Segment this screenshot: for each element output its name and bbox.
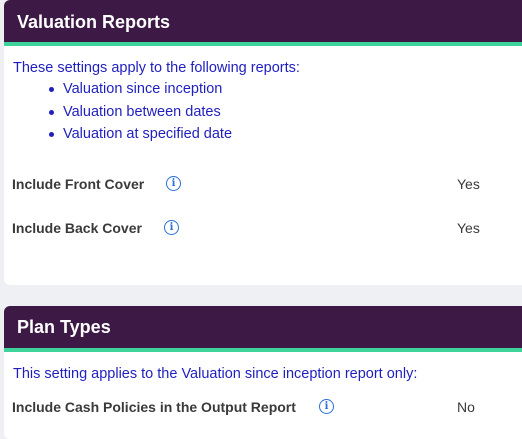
front-cover-label: Include Front Cover xyxy=(12,176,145,192)
plan-types-header: Plan Types xyxy=(4,306,522,352)
valuation-reports-title: Valuation Reports xyxy=(17,12,171,32)
list-item: Valuation between dates xyxy=(4,101,232,124)
setting-row-front-cover: Include Front Cover i Yes xyxy=(12,173,522,195)
valuation-reports-panel: Valuation Reports These settings apply t… xyxy=(4,0,522,285)
list-item: Valuation at specified date xyxy=(4,123,232,146)
back-cover-label: Include Back Cover xyxy=(12,220,142,236)
plan-types-intro: This setting applies to the Valuation si… xyxy=(13,366,418,382)
setting-row-cash-policies: Include Cash Policies in the Output Repo… xyxy=(12,396,522,418)
valuation-reports-intro: These settings apply to the following re… xyxy=(13,60,300,76)
valuation-reports-header: Valuation Reports xyxy=(4,0,522,46)
list-item: Valuation since inception xyxy=(4,78,232,101)
cash-policies-label: Include Cash Policies in the Output Repo… xyxy=(12,399,296,415)
plan-types-panel: Plan Types This setting applies to the V… xyxy=(4,306,522,439)
front-cover-value: Yes xyxy=(457,176,480,192)
info-icon[interactable]: i xyxy=(164,220,179,235)
info-icon[interactable]: i xyxy=(319,399,334,414)
setting-row-back-cover: Include Back Cover i Yes xyxy=(12,217,522,239)
back-cover-value: Yes xyxy=(457,220,480,236)
cash-policies-value: No xyxy=(457,399,475,415)
report-list: Valuation since inception Valuation betw… xyxy=(4,78,232,146)
plan-types-title: Plan Types xyxy=(17,317,111,337)
info-icon[interactable]: i xyxy=(166,176,181,191)
